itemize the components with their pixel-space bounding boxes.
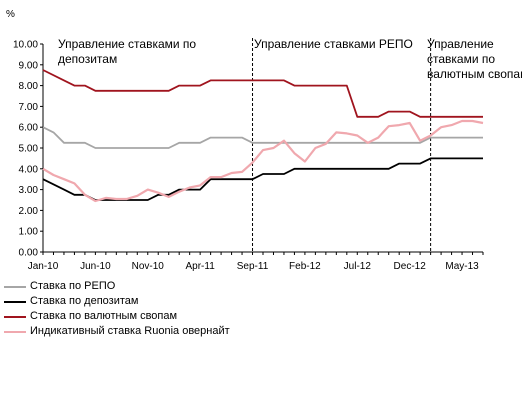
legend: Ставка по РЕПО Ставка по депозитам Ставк…: [4, 279, 230, 339]
x-tick-label: Jan-10: [28, 261, 59, 272]
legend-item-swaps: Ставка по валютным свопам: [4, 309, 230, 324]
legend-label-deposits: Ставка по депозитам: [30, 295, 139, 307]
legend-item-ruonia: Индикативный ставка Ruonia овернайт: [4, 324, 230, 339]
series-line-0: [42, 126, 483, 149]
y-tick-label: 1.00: [19, 227, 39, 238]
annotation-deposits: Управление ставками по депозитам: [58, 37, 199, 66]
y-axis-ticks: 0.00 1.00 2.00 3.00 4.00 5.00 6.00 7.00 8.00 9.00…: [13, 40, 43, 259]
legend-swatch-ruonia: [4, 330, 26, 333]
legend-item-deposits: Ставка по депозитам: [4, 294, 230, 309]
x-tick-label: Sep-11: [237, 261, 269, 272]
y-tick-label: 6.00: [19, 123, 39, 134]
y-tick-label: 7.00: [19, 102, 39, 113]
y-tick-label: 0.00: [19, 248, 39, 259]
annotation-repo: Управление ставками РЕПО: [254, 37, 413, 51]
series-line-2: [42, 69, 483, 118]
regime-dividers: [252, 38, 432, 252]
x-tick-label: Apr-11: [186, 261, 216, 272]
rates-chart: % 0.00 1.00 2.00 3.00 4.00 5.00 6.00 7.00 8.00 9.…: [6, 9, 522, 272]
legend-swatch-deposits: [4, 300, 26, 303]
series-lines: [42, 69, 484, 203]
x-tick-label: Jul-12: [344, 261, 372, 272]
y-tick-label: 9.00: [19, 60, 39, 71]
x-tick-label: Dec-12: [394, 261, 427, 272]
legend-swatch-repo: [4, 285, 26, 288]
series-line-3: [42, 119, 484, 203]
x-tick-label: Feb-12: [289, 261, 321, 272]
regime-annotations: Управление ставками по депозитам Управле…: [58, 37, 522, 81]
y-tick-label: 10.00: [13, 40, 38, 51]
x-tick-label: Nov-10: [132, 261, 165, 272]
legend-label-repo: Ставка по РЕПО: [30, 280, 116, 292]
legend-label-swaps: Ставка по валютным свопам: [30, 310, 178, 322]
series-line-1: [42, 157, 483, 201]
legend-swatch-swaps: [4, 315, 26, 318]
legend-label-ruonia: Индикативный ставка Ruonia овернайт: [30, 325, 230, 337]
x-tick-label: May-13: [445, 261, 479, 272]
x-axis-ticks: Jan-10 Jun-10 Nov-10 Apr-11 Sep-11 Feb-12 Jul-…: [28, 252, 484, 272]
y-tick-label: 5.00: [19, 144, 39, 155]
y-tick-label: 3.00: [19, 185, 39, 196]
legend-item-repo: Ставка по РЕПО: [4, 279, 230, 294]
annotation-swaps: Управление ставками по валютным свопам: [427, 37, 522, 81]
y-tick-label: 4.00: [19, 164, 39, 175]
y-tick-label: 8.00: [19, 81, 39, 92]
y-tick-label: 2.00: [19, 206, 39, 217]
x-tick-label: Jun-10: [80, 261, 111, 272]
y-unit-label: %: [6, 9, 15, 20]
